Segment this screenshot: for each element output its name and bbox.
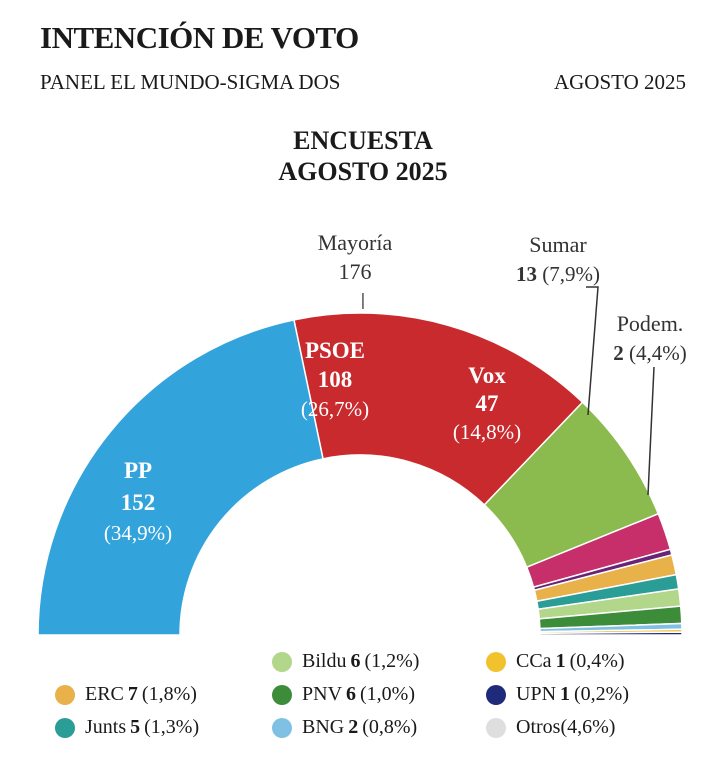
legend-item-junts: Junts 5 (1,3%)	[55, 716, 199, 739]
legend-name: PNV	[302, 683, 343, 705]
sumar-value-label: 13 (7,9%)	[516, 262, 600, 286]
legend-swatch-otros	[486, 717, 506, 738]
legend-pct: (4,6%)	[560, 716, 616, 738]
legend-swatch-upn	[486, 684, 506, 705]
legend-item-bildu: Bildu 6 (1,2%)	[272, 650, 419, 673]
source-label: PANEL EL MUNDO-SIGMA DOS	[40, 70, 341, 94]
sumar-name-label: Sumar	[529, 232, 587, 257]
legend-swatch-bildu	[272, 651, 292, 672]
chart-heading-line1: ENCUESTA	[293, 126, 433, 155]
legend-pct: (1,3%)	[144, 716, 200, 738]
legend-item-cca: CCa 1 (0,4%)	[486, 650, 625, 673]
legend-name: UPN	[516, 683, 557, 705]
legend-pct: (1,8%)	[141, 683, 197, 705]
psoe-seats-label: 108	[318, 367, 353, 392]
majority-value: 176	[339, 259, 372, 284]
legend-seats: 7	[127, 683, 138, 705]
legend-item-upn: UPN 1 (0,2%)	[486, 683, 629, 706]
legend-item-otros: Otros (4,6%)	[486, 716, 615, 739]
legend-swatch-junts	[55, 717, 75, 738]
segment-upn	[539, 631, 683, 636]
psoe-pct-label: (26,7%)	[301, 397, 369, 421]
pp-seats-label: 152	[121, 490, 156, 515]
legend-swatch-erc	[55, 684, 75, 705]
vox-name-label: Vox	[468, 363, 506, 388]
legend-swatch-bng	[272, 717, 292, 738]
podem-value-label: 2 (4,4%)	[613, 341, 686, 365]
legend-name: Bildu	[302, 650, 347, 672]
legend-swatch-pnv	[272, 684, 292, 705]
legend-name: Junts	[85, 716, 127, 738]
podem-name-label: Podem.	[617, 311, 684, 336]
vox-pct-label: (14,8%)	[453, 420, 521, 444]
chart-heading-line2: AGOSTO 2025	[278, 157, 448, 186]
legend-pct: (1,0%)	[360, 683, 415, 705]
legend-pct: (0,8%)	[362, 716, 418, 738]
date-label: AGOSTO 2025	[553, 70, 686, 94]
legend-item-bng: BNG 2 (0,8%)	[272, 716, 417, 739]
pp-pct-label: (34,9%)	[104, 521, 172, 545]
psoe-name-label: PSOE	[305, 338, 365, 363]
majority-label: Mayoría	[318, 230, 393, 255]
legend-item-erc: ERC 7 (1,8%)	[55, 683, 197, 706]
segment-pp	[37, 318, 324, 636]
segment-psoe	[293, 312, 584, 506]
legend-item-pnv: PNV 6 (1,0%)	[272, 683, 415, 706]
legend-seats: 6	[346, 683, 357, 705]
pp-name-label: PP	[124, 458, 152, 483]
legend-seats: 2	[348, 716, 359, 738]
legend-seats: 1	[555, 650, 566, 672]
chart-title: INTENCIÓN DE VOTO	[40, 20, 359, 55]
legend-name: Otros	[516, 716, 561, 738]
legend-name: BNG	[302, 716, 345, 738]
legend-name: ERC	[85, 683, 124, 705]
sumar-leader-line	[586, 286, 599, 416]
legend-seats: 6	[350, 650, 361, 672]
legend-pct: (1,2%)	[364, 650, 420, 672]
legend-name: CCa	[516, 650, 552, 672]
legend-pct: (0,4%)	[569, 650, 625, 672]
podem-leader-line	[647, 366, 655, 496]
vox-seats-label: 47	[476, 391, 499, 416]
legend-seats: 5	[130, 716, 141, 738]
legend-seats: 1	[560, 683, 571, 705]
legend-pct: (0,2%)	[574, 683, 629, 705]
legend-swatch-cca	[486, 651, 506, 672]
